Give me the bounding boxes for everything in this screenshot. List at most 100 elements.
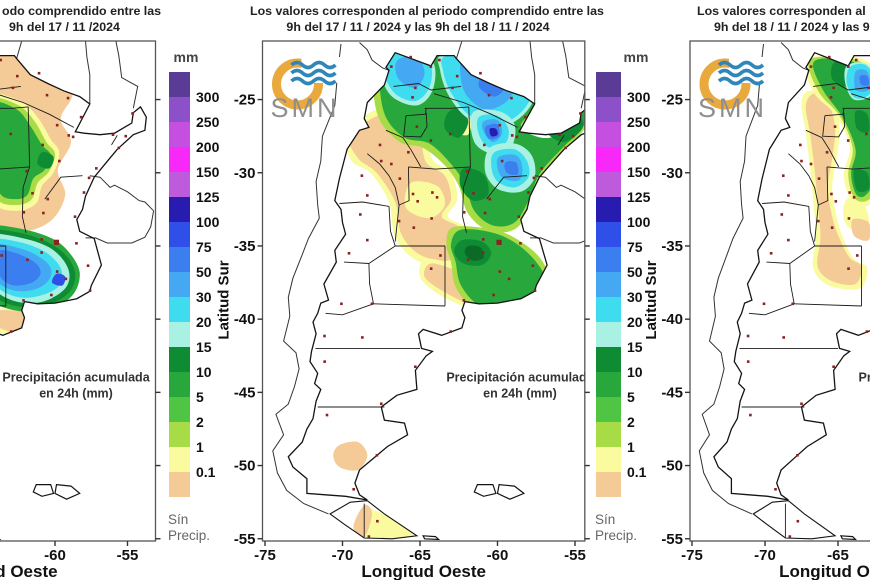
x-axis-label-middle: Longitud Oeste xyxy=(361,562,486,580)
tierra-del-fuego-outline xyxy=(329,500,419,540)
station-dot xyxy=(370,302,374,306)
station-dot xyxy=(407,150,410,154)
station-dot xyxy=(449,330,452,333)
station-dot xyxy=(131,112,134,115)
precip-field-left xyxy=(0,52,80,339)
province-border xyxy=(762,201,809,207)
legend-swatch xyxy=(169,447,190,472)
station-dot xyxy=(352,487,355,491)
precip-blob xyxy=(464,245,484,261)
legend-value-label: 15 xyxy=(196,339,212,355)
island-outline xyxy=(473,484,497,497)
station-dot xyxy=(524,115,527,119)
precip-blob xyxy=(805,93,862,286)
province-border xyxy=(850,93,870,101)
station-dot xyxy=(409,55,412,59)
station-dot xyxy=(799,143,802,147)
precip-blob xyxy=(349,112,462,261)
precip-blob xyxy=(0,310,43,334)
station-dot xyxy=(558,133,561,136)
station-dot xyxy=(865,132,868,136)
y-tick-label: -25 xyxy=(661,92,683,109)
legend-value-label: 1 xyxy=(627,439,635,455)
station-dot xyxy=(50,293,53,297)
province-border xyxy=(325,303,374,316)
station-dot xyxy=(531,264,535,268)
precip-blob xyxy=(353,504,372,538)
station-dot xyxy=(830,192,833,196)
x-tick-label: -65 xyxy=(409,547,431,564)
station-dot xyxy=(825,150,829,154)
legend-value-label: 300 xyxy=(196,89,220,105)
station-dot xyxy=(46,197,50,201)
legend-value-label: 5 xyxy=(196,389,204,405)
precip-blob xyxy=(37,151,54,169)
legend-value-label: 30 xyxy=(627,289,643,305)
header-right-line2: 9h del 18 / 11 / 2024 y las 9h xyxy=(714,20,870,34)
precip-blob xyxy=(51,273,66,286)
station-dot xyxy=(532,176,536,180)
legend-no-precip-line1: Sín xyxy=(168,512,188,527)
legend-swatch xyxy=(169,122,190,147)
province-border xyxy=(794,303,862,307)
station-dot xyxy=(87,176,91,180)
annotation-precip-line1: Precipitación acumulada xyxy=(446,370,594,384)
legend-swatch xyxy=(169,397,190,422)
province-border xyxy=(0,166,30,170)
y-tick-label: -40 xyxy=(234,311,256,328)
smn-logo-wave-icon xyxy=(290,60,337,70)
station-dot xyxy=(25,169,29,173)
province-border xyxy=(0,85,21,90)
station-dot xyxy=(435,196,439,199)
legend-value-label: 2 xyxy=(196,414,204,430)
x-tick-label: -70 xyxy=(754,547,776,564)
legend-value-label: 5 xyxy=(627,389,635,405)
station-dot xyxy=(117,146,121,150)
station-dot xyxy=(510,96,513,100)
neighbor-border xyxy=(85,210,155,244)
station-dot xyxy=(462,210,466,214)
province-border xyxy=(424,106,469,109)
province-border xyxy=(789,245,815,264)
precip-blob xyxy=(853,168,870,193)
legend-value-label: 125 xyxy=(196,189,220,205)
x-axis-label-left: Longitud Oeste xyxy=(0,562,58,580)
station-dot xyxy=(376,519,379,523)
station-dot xyxy=(58,159,61,163)
island-outline xyxy=(422,535,441,541)
legend-no-precip-line1: Sín xyxy=(595,512,615,527)
station-dot xyxy=(379,402,383,406)
station-dot xyxy=(787,238,790,242)
station-dot xyxy=(498,270,502,273)
province-border xyxy=(368,245,396,264)
province-border xyxy=(343,261,369,264)
station-dot xyxy=(41,143,44,147)
station-dot xyxy=(411,192,415,196)
station-dot xyxy=(429,139,433,142)
station-dot xyxy=(817,177,821,180)
station-dot xyxy=(64,277,68,281)
station-dot xyxy=(846,139,850,142)
neighbor-border xyxy=(780,42,809,71)
province-border xyxy=(111,135,118,146)
station-dot xyxy=(45,93,49,97)
header-left-line1: odo comprendido entre las xyxy=(2,4,162,18)
island-outline xyxy=(32,484,55,497)
station-dot xyxy=(323,334,326,338)
station-dot xyxy=(439,254,442,257)
station-dot xyxy=(412,226,416,229)
station-dot xyxy=(829,96,833,99)
station-dot xyxy=(832,365,835,369)
legend-swatch xyxy=(169,222,190,247)
precip-blob xyxy=(0,250,41,286)
station-dot xyxy=(846,65,850,68)
station-dot xyxy=(55,123,59,127)
legend-swatch xyxy=(596,372,621,397)
x-tick-label: -70 xyxy=(332,547,354,564)
island-outline xyxy=(839,535,858,541)
legend-swatch xyxy=(596,172,621,197)
province-border xyxy=(430,85,462,91)
station-dot xyxy=(510,134,514,137)
legend-value-label: 1 xyxy=(196,439,204,455)
